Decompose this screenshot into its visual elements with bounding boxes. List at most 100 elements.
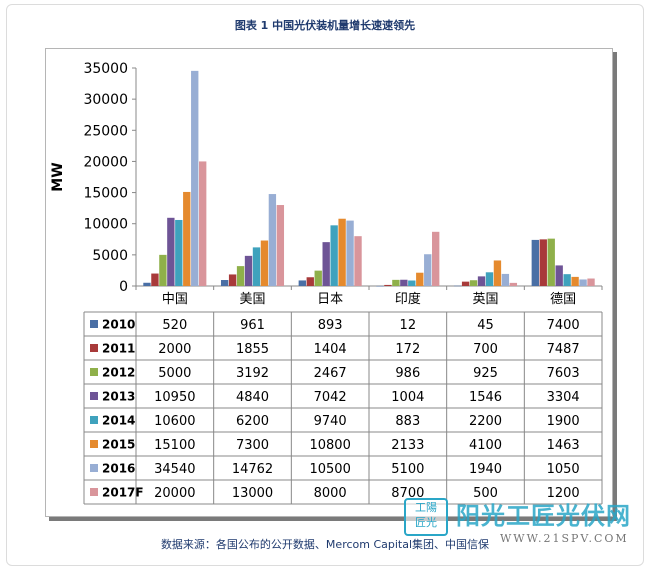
x-category-label: 印度 (395, 291, 421, 307)
bar (477, 276, 486, 286)
legend-label: 2014 (102, 414, 135, 428)
bar (408, 280, 416, 286)
table-cell: 5000 (158, 366, 191, 381)
table-cell: 9740 (314, 414, 347, 429)
bars-layer (143, 70, 595, 287)
bar (416, 272, 424, 286)
y-tick-label: 0 (119, 279, 128, 295)
table-cell: 45 (477, 318, 494, 333)
table-cell: 2000 (158, 342, 191, 357)
table-cell: 1546 (469, 390, 502, 405)
bar (322, 242, 330, 286)
bar (587, 278, 595, 286)
table-cell: 893 (318, 318, 343, 333)
bar (306, 277, 314, 286)
bar (579, 279, 587, 286)
bar (159, 254, 167, 286)
bar (501, 273, 510, 286)
table-cell: 10800 (309, 438, 350, 453)
bar (424, 254, 432, 286)
table-cell: 6200 (236, 414, 269, 429)
table-cell: 1940 (469, 462, 502, 477)
table-cell: 5100 (391, 462, 424, 477)
bar (260, 240, 269, 286)
bar (338, 218, 346, 286)
bar (539, 239, 547, 286)
bar (376, 285, 384, 287)
bar (547, 238, 555, 286)
x-category-label: 德国 (550, 292, 576, 307)
table-cell: 700 (473, 342, 498, 357)
watermark-url: WWW.21SPV.COM (500, 532, 629, 545)
watermark: 工陽 匠光 阳光工匠光伏网 WWW.21SPV.COM (400, 496, 640, 552)
watermark-seal-line: 匠光 (415, 516, 437, 529)
bar (493, 260, 502, 286)
bar (252, 247, 261, 286)
table-cell: 1050 (547, 462, 580, 477)
table-cell: 34540 (154, 462, 195, 477)
table-cell: 2133 (391, 438, 424, 453)
legend-label: 2015 (102, 438, 135, 452)
table-cell: 8000 (314, 486, 347, 501)
x-category-label: 日本 (317, 292, 343, 307)
table-cell: 2200 (469, 414, 502, 429)
chart-svg: MW 0 5000 10000 15000 20000 25000 30000 35000 中国 美… (50, 61, 603, 505)
bar (384, 284, 392, 286)
watermark-seal-logo: 工陽 匠光 (404, 498, 448, 536)
table-cell: 15100 (154, 438, 195, 453)
table-cell: 1463 (547, 438, 580, 453)
table-cell: 14762 (232, 462, 273, 477)
axis-layer: MW 0 5000 10000 15000 20000 25000 30000 35000 中国 美… (50, 61, 603, 307)
legend-label: 2010 (102, 318, 135, 332)
table-cell: 4100 (469, 438, 502, 453)
legend-swatch (90, 464, 98, 472)
table-cell: 1200 (547, 486, 580, 501)
legend-swatch (90, 368, 98, 376)
bar (276, 205, 285, 286)
legend-swatch (90, 344, 98, 352)
legend-swatch (90, 392, 98, 400)
y-tick-label: 15000 (83, 186, 128, 202)
bar (314, 270, 322, 286)
bar (555, 265, 563, 286)
bar (143, 282, 151, 286)
table-cell: 986 (395, 366, 420, 381)
table-cell: 1900 (547, 414, 580, 429)
bar (236, 266, 245, 286)
y-tick-label: 20000 (83, 154, 128, 170)
watermark-name: 阳光工匠光伏网 (456, 502, 631, 530)
bar (151, 273, 159, 286)
y-tick-label: 5000 (92, 248, 128, 264)
legend-swatch (90, 416, 98, 424)
table-cell: 883 (395, 414, 420, 429)
legend-label: 2011 (102, 342, 135, 356)
legend-label: 2012 (102, 366, 135, 380)
bar (244, 255, 253, 286)
table-cell: 10600 (154, 414, 195, 429)
table-cell: 961 (240, 318, 265, 333)
table-cell: 12 (400, 318, 417, 333)
x-category-label: 美国 (239, 292, 265, 307)
y-tick-label: 35000 (83, 61, 128, 77)
data-table: 2010 520 961 893 12 45 7400 2011 2000 1855 1404 172… (83, 311, 603, 505)
y-tick-label: 30000 (83, 92, 128, 108)
x-category-label: 中国 (162, 292, 188, 307)
table-cell: 7042 (314, 390, 347, 405)
bar (228, 274, 237, 286)
bar (191, 70, 199, 286)
bar (509, 282, 518, 286)
legend-label: 2017F (102, 486, 144, 500)
legend-label: 2013 (102, 390, 135, 404)
x-category-label: 英国 (472, 292, 498, 307)
bar (461, 281, 470, 286)
bar (167, 217, 175, 286)
bar (563, 274, 571, 286)
table-cell: 1004 (391, 390, 424, 405)
legend-swatch (90, 320, 98, 328)
table-cell: 2467 (314, 366, 347, 381)
y-axis-label: MW (50, 162, 66, 191)
bar (453, 285, 462, 287)
table-cell: 10950 (154, 390, 195, 405)
bar (298, 280, 306, 286)
bar (531, 239, 539, 286)
